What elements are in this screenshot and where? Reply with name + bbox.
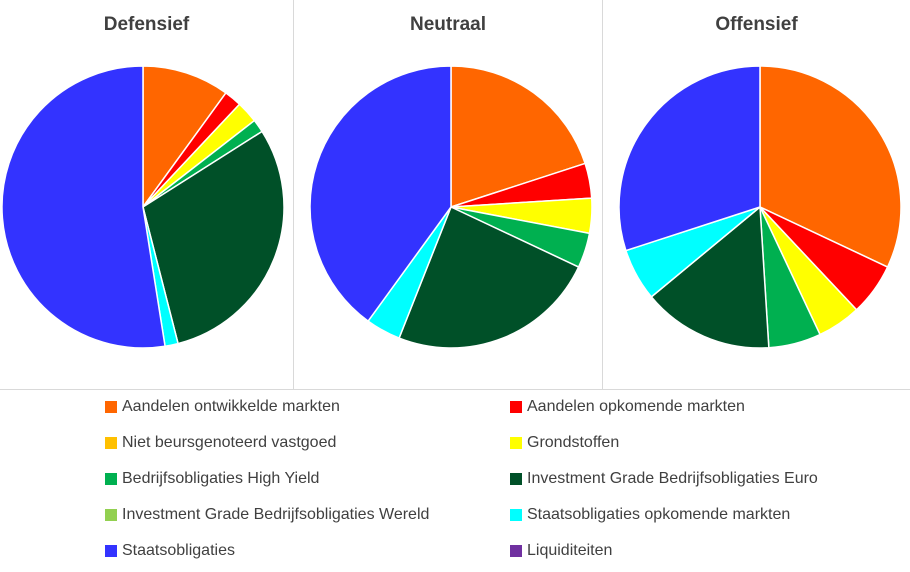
legend-swatch <box>105 401 117 413</box>
legend-label: Investment Grade Bedrijfsobligaties Euro <box>527 470 818 487</box>
legend-swatch <box>105 509 117 521</box>
legend: Aandelen ontwikkelde markten Aandelen op… <box>0 390 910 572</box>
legend-swatch <box>510 509 522 521</box>
panel-divider <box>602 0 603 390</box>
legend-item: Aandelen opkomende markten <box>510 396 745 418</box>
legend-swatch <box>510 437 522 449</box>
pie-slice-staatsobligaties <box>618 65 761 252</box>
legend-label: Aandelen opkomende markten <box>527 398 745 415</box>
legend-swatch <box>105 545 117 557</box>
pie-slice-aandelen-ontwikkelde-markten <box>142 65 227 208</box>
pie-slice-investment-grade-bedrijfsobligaties-euro <box>398 206 580 349</box>
legend-label: Liquiditeiten <box>527 542 613 559</box>
legend-swatch <box>510 473 522 485</box>
legend-label: Staatsobligaties opkomende markten <box>527 506 791 523</box>
legend-item: Aandelen ontwikkelde markten <box>105 396 340 418</box>
pie-panel-defensief: Defensief <box>0 0 293 390</box>
legend-swatch <box>105 473 117 485</box>
legend-label: Aandelen ontwikkelde markten <box>122 398 340 415</box>
legend-label: Niet beursgenoteerd vastgoed <box>122 434 337 451</box>
legend-label: Investment Grade Bedrijfsobligaties Were… <box>122 506 430 523</box>
legend-swatch <box>105 437 117 449</box>
pie-slice-aandelen-ontwikkelde-markten <box>450 65 586 208</box>
legend-label: Staatsobligaties <box>122 542 235 559</box>
legend-item: Investment Grade Bedrijfsobligaties Euro <box>510 468 818 490</box>
legend-item: Liquiditeiten <box>510 540 612 562</box>
legend-item: Niet beursgenoteerd vastgoed <box>105 432 336 454</box>
legend-item: Staatsobligaties opkomende markten <box>510 504 790 526</box>
pie-slice-investment-grade-bedrijfsobligaties-euro <box>650 206 770 349</box>
pie-chart-neutraal <box>309 65 593 349</box>
legend-item: Staatsobligaties <box>105 540 235 562</box>
pie-slice-investment-grade-bedrijfsobligaties-euro <box>142 130 285 345</box>
chart-title: Defensief <box>103 14 190 35</box>
legend-item: Grondstoffen <box>510 432 619 454</box>
chart-title: Offensief <box>715 14 798 35</box>
pie-panel-offensief: Offensief <box>603 0 910 390</box>
pie-chart-defensief <box>1 65 285 349</box>
pie-panel-neutraal: Neutraal <box>294 0 602 390</box>
pie-slice-staatsobligaties <box>309 65 452 322</box>
chart-title: Neutraal <box>409 14 487 35</box>
pie-slice-staatsobligaties <box>1 65 166 349</box>
panel-divider <box>293 0 294 390</box>
legend-item: Bedrijfsobligaties High Yield <box>105 468 319 490</box>
legend-swatch <box>510 401 522 413</box>
legend-label: Bedrijfsobligaties High Yield <box>122 470 320 487</box>
legend-item: Investment Grade Bedrijfsobligaties Were… <box>105 504 429 526</box>
legend-swatch <box>510 545 522 557</box>
pie-chart-offensief <box>618 65 902 349</box>
legend-label: Grondstoffen <box>527 434 620 451</box>
legend-divider <box>0 389 910 390</box>
pie-slice-aandelen-ontwikkelde-markten <box>759 65 902 268</box>
